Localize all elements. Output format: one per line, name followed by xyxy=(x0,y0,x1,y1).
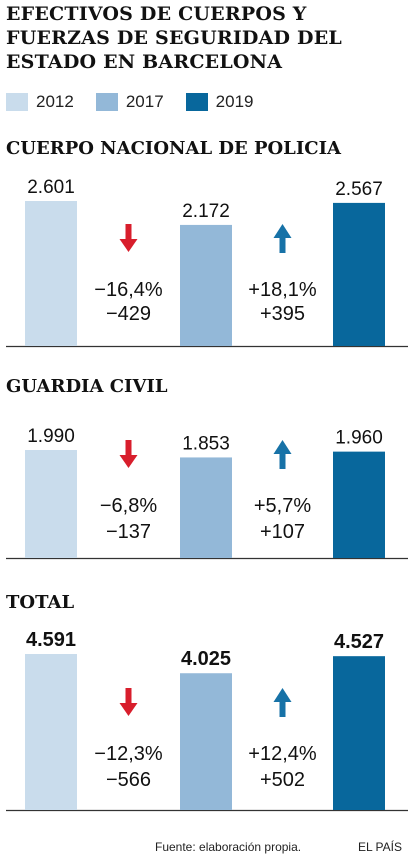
change-abs-total-1: +502 xyxy=(260,769,305,791)
value-label-policia-2019: 2.567 xyxy=(335,179,383,200)
bar-total-2012 xyxy=(25,654,77,810)
change-abs-policia-0: −429 xyxy=(106,303,151,325)
chart-title: EFECTIVOS DE CUERPOS Y FUERZAS DE SEGURI… xyxy=(6,3,342,73)
legend-swatch-2012 xyxy=(6,93,28,111)
change-pct-guardia-civil-0: −6,8% xyxy=(100,495,157,517)
legend-label-2012: 2012 xyxy=(36,92,74,111)
panel-title-policia: CUERPO NACIONAL DE POLICIA xyxy=(6,138,341,159)
value-label-policia-2012: 2.601 xyxy=(27,177,75,198)
arrow-down-icon xyxy=(119,688,138,716)
panel-title-guardia-civil: GUARDIA CIVIL xyxy=(6,376,168,397)
value-label-policia-2017: 2.172 xyxy=(182,201,230,222)
panel-chart-total: 4.591 4.025 4.527 −12,3% −566 +12,4% +502 xyxy=(6,629,408,812)
legend-label-2019: 2019 xyxy=(215,92,254,111)
change-abs-guardia-civil-1: +107 xyxy=(260,521,305,543)
value-label-total-2012: 4.591 xyxy=(26,629,76,651)
legend: 2012 2017 2019 xyxy=(6,92,275,112)
change-pct-policia-1: +18,1% xyxy=(248,279,317,301)
bar-total-2017 xyxy=(180,673,232,810)
legend-item-2012: 2012 xyxy=(6,92,74,112)
value-label-total-2019: 4.527 xyxy=(334,631,384,653)
legend-swatch-2017 xyxy=(95,93,118,111)
legend-item-2019: 2019 xyxy=(185,92,254,112)
source-note: Fuente: elaboración propia. xyxy=(155,840,302,854)
bar-policia-2012 xyxy=(25,201,77,346)
value-label-guardia-civil-2017: 1.853 xyxy=(182,433,230,454)
bar-policia-2017 xyxy=(180,224,232,346)
value-label-guardia-civil-2012: 1.990 xyxy=(27,426,75,447)
change-pct-total-1: +12,4% xyxy=(248,743,317,765)
panel-title-total: TOTAL xyxy=(6,592,75,613)
arrow-up-icon xyxy=(273,224,292,253)
value-label-guardia-civil-2019: 1.960 xyxy=(335,428,383,449)
change-pct-guardia-civil-1: +5,7% xyxy=(254,495,311,517)
bar-total-2019 xyxy=(333,656,385,810)
legend-item-2017: 2017 xyxy=(95,92,164,112)
arrow-down-icon xyxy=(119,440,138,468)
publisher-credit: EL PAÍS xyxy=(357,840,402,854)
bar-guardia-civil-2017 xyxy=(180,457,232,558)
legend-label-2017: 2017 xyxy=(125,92,164,111)
bar-policia-2019 xyxy=(333,202,385,346)
arrow-up-icon xyxy=(273,688,292,717)
value-label-total-2017: 4.025 xyxy=(181,648,231,670)
panel-chart-guardia-civil: 1.990 1.853 1.960 −6,8% −137 +5,7% +107 xyxy=(6,426,408,560)
bar-guardia-civil-2012 xyxy=(25,450,77,558)
panel-chart-policia: 2.601 2.172 2.567 −16,4%−429 +18,1%+395 xyxy=(6,177,408,348)
change-abs-guardia-civil-0: −137 xyxy=(106,521,151,543)
change-pct-total-0: −12,3% xyxy=(94,743,163,765)
bar-guardia-civil-2019 xyxy=(333,451,385,558)
change-abs-policia-1: +395 xyxy=(260,303,305,325)
legend-swatch-2019 xyxy=(185,93,208,111)
arrow-down-icon xyxy=(119,224,138,252)
arrow-up-icon xyxy=(273,440,292,469)
change-pct-policia-0: −16,4% xyxy=(94,279,163,301)
change-abs-total-0: −566 xyxy=(106,769,151,791)
